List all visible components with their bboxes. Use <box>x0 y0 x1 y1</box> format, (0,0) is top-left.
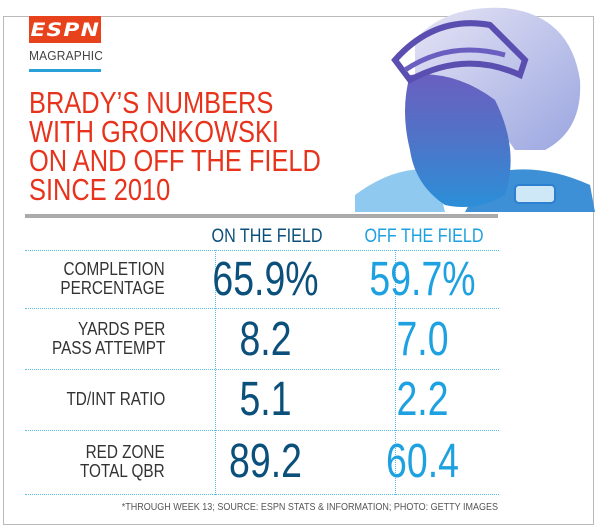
facemask-bar <box>403 47 506 73</box>
headline-line: ON AND OFF THE FIELD <box>29 143 321 178</box>
row-label-line: RED ZONE <box>85 442 165 462</box>
espn-logo: ESPN <box>29 16 101 43</box>
row-label-line: PASS ATTEMPT <box>51 338 165 358</box>
column-header-off-field: OFF THE FIELD <box>364 226 484 247</box>
value-on-completion-percentage: 65.9% <box>212 253 319 306</box>
row-divider <box>25 430 499 431</box>
section-underline <box>29 69 101 72</box>
value-on-td-int-ratio: 5.1 <box>239 373 292 426</box>
section-label: MAGRAPHIC <box>29 48 104 63</box>
row-label-line: TOTAL QBR <box>80 461 165 481</box>
column-divider <box>395 250 396 495</box>
value-off-td-int-ratio: 2.2 <box>396 373 449 426</box>
row-label-yards-per-pass-attempt: YARDS PER PASS ATTEMPT <box>52 320 165 358</box>
headline-line: WITH GRONKOWSKI <box>29 114 279 149</box>
espn-logo-text: ESPN <box>30 18 100 41</box>
row-label-red-zone-total-qbr: RED ZONE TOTAL QBR <box>80 443 165 481</box>
row-label-line: TD/INT RATIO <box>66 389 165 409</box>
facemask-shape <box>391 20 529 84</box>
headline-line: BRADY’S NUMBERS <box>29 85 274 120</box>
headline-line: SINCE 2010 <box>29 172 171 207</box>
value-off-red-zone-total-qbr: 60.4 <box>386 435 459 488</box>
value-on-yards-per-pass-attempt: 8.2 <box>239 313 292 366</box>
footnote: *THROUGH WEEK 13; SOURCE: ESPN STATS & I… <box>121 502 498 513</box>
row-label-td-int-ratio: TD/INT RATIO <box>66 390 165 409</box>
row-label-completion-percentage: COMPLETION PERCENTAGE <box>61 260 165 298</box>
value-on-red-zone-total-qbr: 89.2 <box>229 435 302 488</box>
value-off-yards-per-pass-attempt: 7.0 <box>396 313 449 366</box>
row-label-line: COMPLETION <box>63 259 165 279</box>
row-divider <box>25 369 499 370</box>
player-photo <box>355 7 595 212</box>
helmet-shape <box>415 7 581 151</box>
row-label-line: PERCENTAGE <box>60 278 165 298</box>
row-divider <box>25 308 499 309</box>
row-divider <box>25 250 499 251</box>
column-header-on-field: ON THE FIELD <box>211 226 323 247</box>
header-divider <box>25 214 498 218</box>
headline: BRADY’S NUMBERS WITH GRONKOWSKI ON AND O… <box>29 85 373 207</box>
column-divider <box>215 250 216 495</box>
jersey-number <box>514 184 556 204</box>
face-shape <box>405 74 511 208</box>
value-off-completion-percentage: 59.7% <box>369 253 476 306</box>
row-label-line: YARDS PER <box>77 319 165 339</box>
row-divider <box>25 494 499 495</box>
